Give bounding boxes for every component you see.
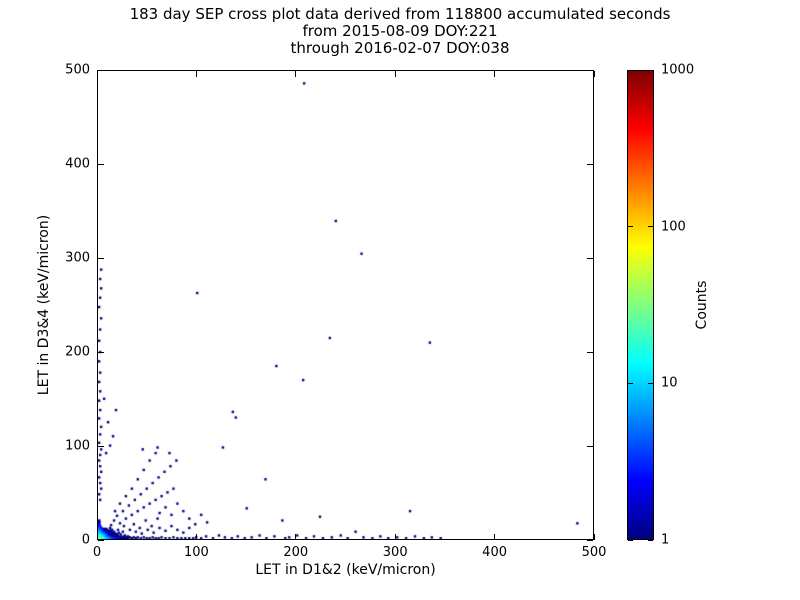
tick-mark bbox=[648, 226, 653, 228]
tick-mark bbox=[648, 539, 653, 541]
tick-mark bbox=[648, 382, 653, 384]
colorbar-tick-label: 100 bbox=[661, 219, 686, 235]
tick-mark bbox=[98, 351, 104, 353]
chart-title: 183 day SEP cross plot data derived from… bbox=[0, 6, 800, 57]
title-line-3: through 2016-02-07 DOY:038 bbox=[290, 39, 510, 57]
tick-mark bbox=[98, 257, 104, 259]
tick-mark bbox=[98, 163, 104, 165]
x-tick-label: 0 bbox=[92, 545, 102, 560]
tick-mark bbox=[587, 69, 593, 71]
tick-mark bbox=[295, 71, 297, 77]
x-tick-label: 500 bbox=[581, 545, 607, 560]
tick-mark bbox=[587, 163, 593, 165]
tick-mark bbox=[494, 71, 496, 77]
colorbar bbox=[627, 70, 654, 540]
tick-mark bbox=[394, 534, 396, 540]
x-tick-label: 400 bbox=[482, 545, 508, 560]
tick-mark bbox=[96, 534, 98, 540]
tick-mark bbox=[593, 534, 595, 540]
y-tick-label: 0 bbox=[81, 532, 90, 548]
tick-mark bbox=[96, 71, 98, 77]
colorbar-tick-label: 1000 bbox=[661, 62, 695, 78]
colorbar-label: Counts bbox=[694, 280, 710, 330]
tick-mark bbox=[195, 534, 197, 540]
tick-mark bbox=[628, 382, 633, 384]
title-line-1: 183 day SEP cross plot data derived from… bbox=[129, 5, 671, 23]
colorbar-tick-label: 1 bbox=[661, 532, 670, 548]
scatter-canvas bbox=[98, 71, 593, 539]
tick-mark bbox=[628, 539, 633, 541]
tick-mark bbox=[628, 69, 633, 71]
tick-mark bbox=[587, 257, 593, 259]
colorbar-tick-label: 10 bbox=[661, 375, 678, 391]
y-tick-label: 200 bbox=[65, 344, 90, 360]
tick-mark bbox=[394, 71, 396, 77]
tick-mark bbox=[98, 445, 104, 447]
tick-mark bbox=[593, 71, 595, 77]
plot-area bbox=[97, 70, 594, 540]
tick-mark bbox=[587, 445, 593, 447]
tick-mark bbox=[587, 351, 593, 353]
x-tick-label: 200 bbox=[283, 545, 309, 560]
tick-mark bbox=[98, 539, 104, 541]
title-line-2: from 2015-08-09 DOY:221 bbox=[302, 22, 498, 40]
tick-mark bbox=[494, 534, 496, 540]
tick-mark bbox=[648, 69, 653, 71]
y-tick-label: 500 bbox=[65, 62, 90, 78]
tick-mark bbox=[587, 539, 593, 541]
x-tick-label: 300 bbox=[382, 545, 408, 560]
tick-mark bbox=[295, 534, 297, 540]
y-axis-label: LET in D3&4 (keV/micron) bbox=[36, 214, 52, 396]
x-axis-label: LET in D1&2 (keV/micron) bbox=[255, 562, 436, 578]
x-tick-label: 100 bbox=[183, 545, 209, 560]
tick-mark bbox=[628, 226, 633, 228]
y-tick-label: 100 bbox=[65, 438, 90, 454]
tick-mark bbox=[98, 69, 104, 71]
y-tick-label: 300 bbox=[65, 250, 90, 266]
y-tick-label: 400 bbox=[65, 156, 90, 172]
tick-mark bbox=[195, 71, 197, 77]
